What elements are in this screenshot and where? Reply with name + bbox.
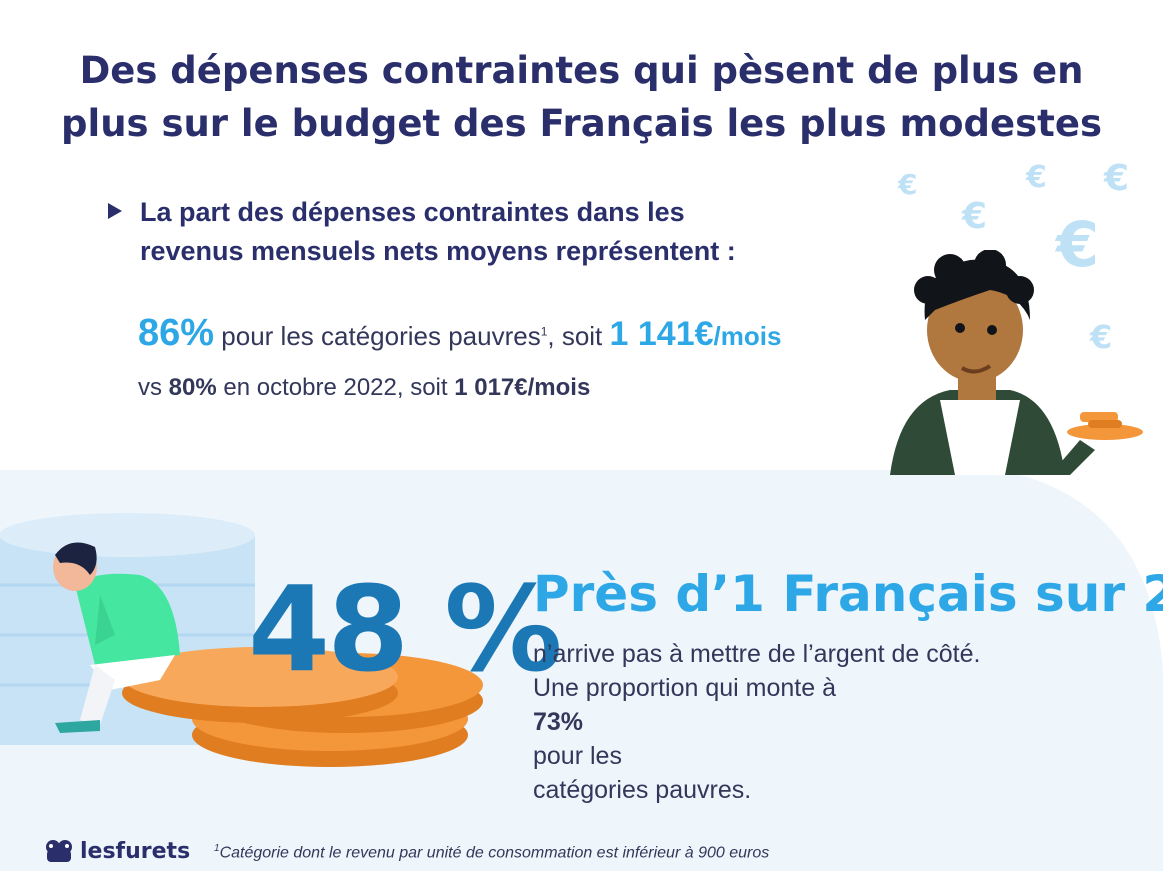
footnote-mark: 1 (540, 324, 548, 339)
title-line-1: Des dépenses contraintes qui pèsent de p… (79, 49, 1084, 92)
desc-line-2-value: 73% (533, 708, 584, 736)
triangle-bullet-icon (108, 203, 122, 219)
coins-stack-illustration (0, 513, 483, 767)
big-percentage: 48 % (248, 560, 563, 698)
desc-line-2: Une proportion qui monte à 73% pour les (533, 671, 1093, 773)
stat-previous-amount: 1 017€/mois (454, 374, 591, 401)
stat-previous-text: en octobre 2022, soit (216, 374, 455, 401)
euro-icon: € (962, 196, 988, 237)
euro-icon: € (898, 168, 918, 201)
footnote-text: Catégorie dont le revenu par unité de co… (219, 844, 770, 862)
euro-icon: € (1090, 318, 1113, 356)
desc-line-2-prefix: Une proportion qui monte à (533, 674, 836, 702)
stat-current-percent: 86% (138, 312, 215, 354)
highlight-description: n’arrive pas à mettre de l’argent de côt… (533, 637, 1093, 807)
stat-previous-prefix: vs (138, 374, 169, 401)
page-title: Des dépenses contraintes qui pèsent de p… (0, 44, 1163, 150)
person-holding-coins-illustration (890, 250, 1143, 475)
footnote-mark: 1 (214, 843, 220, 854)
stat-current-sep: , soit (547, 321, 610, 351)
ferret-logo-icon (46, 840, 72, 862)
stat-previous: vs 80% en octobre 2022, soit 1 017€/mois (138, 374, 590, 402)
euro-icon: € (1056, 208, 1100, 281)
stat-current-text: pour les catégories pauvres (214, 321, 541, 351)
intro-text: La part des dépenses contraintes dans le… (140, 193, 860, 271)
desc-line-2-suffix: pour les (533, 742, 622, 770)
footnote: 1Catégorie dont le revenu par unité de c… (214, 843, 769, 862)
euro-icon: € (1026, 160, 1047, 195)
highlight-headline: Près d’1 Français sur 2 (533, 565, 1163, 623)
stat-current-amount: 1 141€ (609, 315, 714, 353)
stat-current-unit: /mois (713, 321, 782, 351)
euro-icon: € (1104, 158, 1130, 199)
intro-line-1: La part des dépenses contraintes dans le… (140, 197, 685, 227)
stat-previous-percent: 80% (168, 374, 217, 401)
desc-line-1: n’arrive pas à mettre de l’argent de côt… (533, 640, 981, 668)
title-line-2: plus sur le budget des Français les plus… (61, 102, 1102, 145)
stat-current: 86% pour les catégories pauvres1, soit 1… (138, 312, 781, 355)
lesfurets-logo: lesfurets (44, 838, 190, 864)
intro-line-2: revenus mensuels nets moyens représenten… (140, 236, 736, 266)
bottom-panel-background (0, 470, 1163, 871)
logo-text: lesfurets (80, 838, 191, 864)
desc-line-3: catégories pauvres. (533, 776, 752, 804)
